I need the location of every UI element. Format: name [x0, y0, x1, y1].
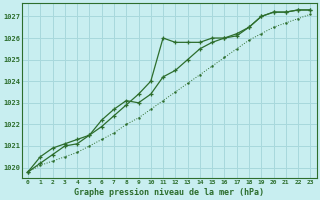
- X-axis label: Graphe pression niveau de la mer (hPa): Graphe pression niveau de la mer (hPa): [74, 188, 264, 197]
